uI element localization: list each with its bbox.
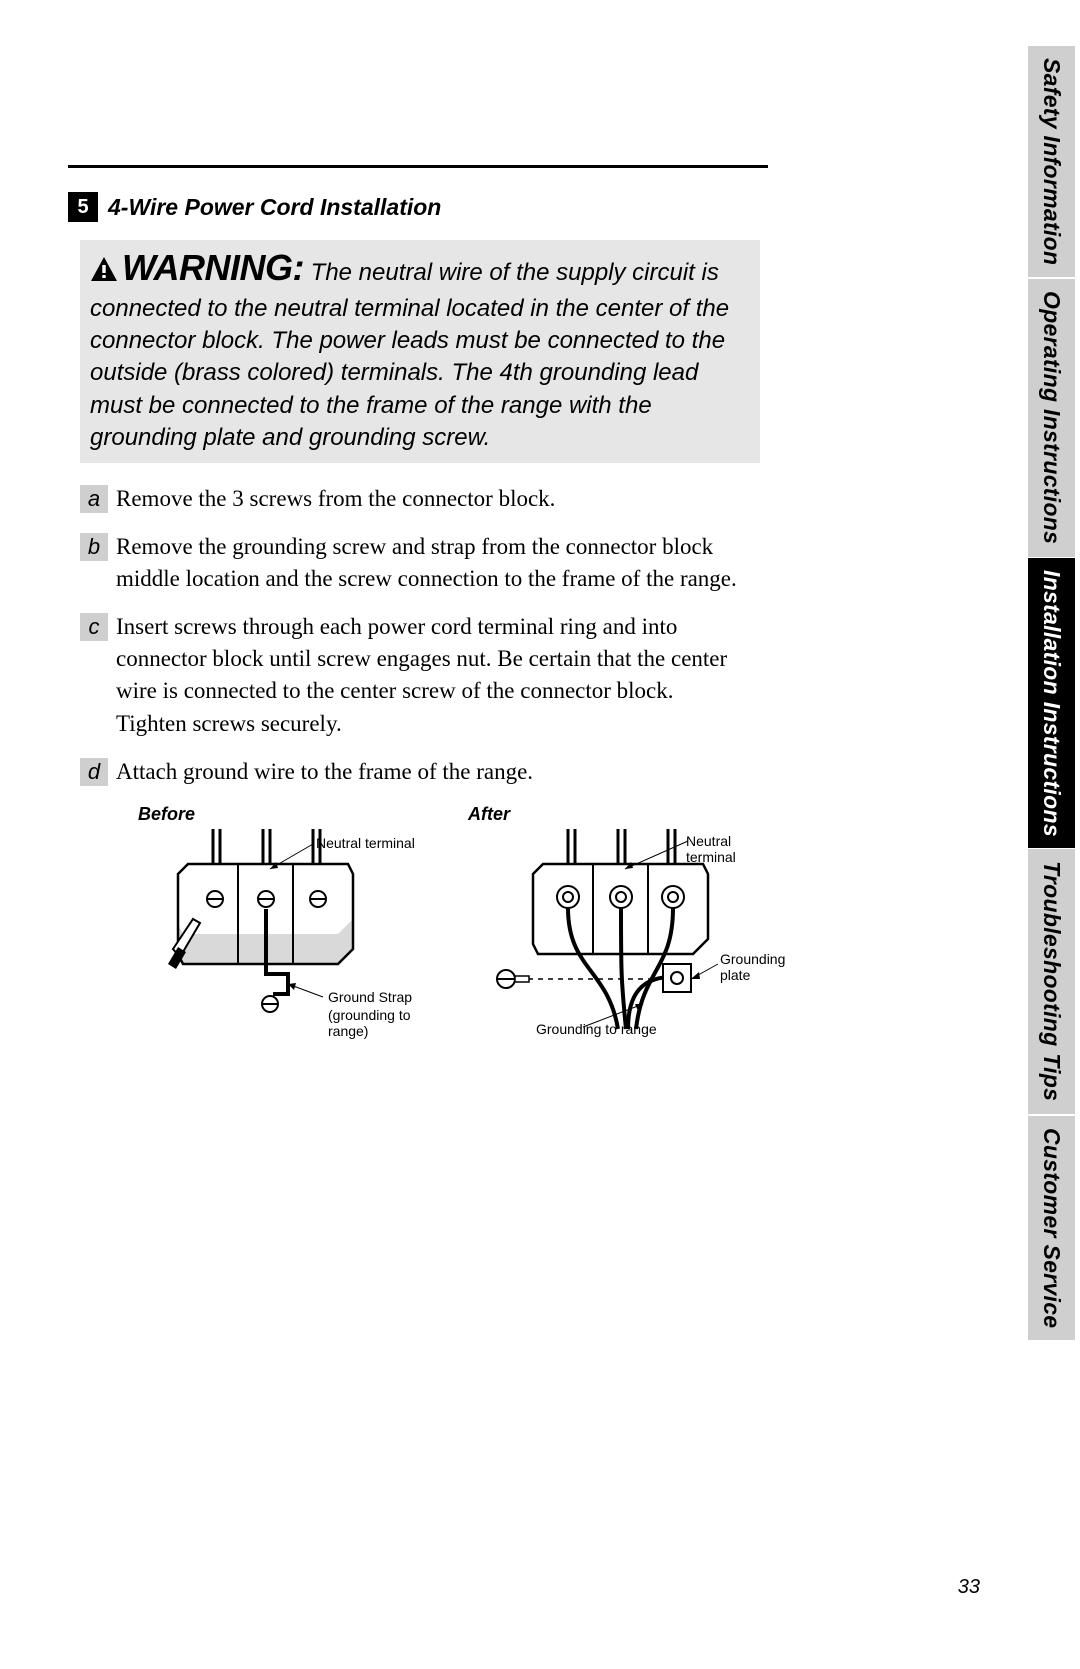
side-tabs: Safety Information Operating Instruction…: [1028, 45, 1080, 1341]
substep-letter: b: [80, 533, 108, 561]
diagram-row: Before: [138, 804, 848, 1054]
diagram-label: Neutral terminal: [686, 833, 768, 865]
substep-letter: a: [80, 485, 108, 513]
diagram-label: Grounding: [720, 951, 785, 967]
diagram-label: plate: [720, 967, 750, 983]
warning-label: WARNING:: [122, 247, 304, 288]
diagram-title: Before: [138, 804, 438, 825]
diagram-after: After: [468, 804, 768, 1054]
page-content: 5 4-Wire Power Cord Installation WARNING…: [68, 50, 848, 1054]
diagram-label: Neutral terminal: [316, 835, 415, 851]
substep-letter: c: [80, 613, 108, 641]
diagram-label: Ground Strap: [328, 989, 412, 1005]
substep-letter: d: [80, 758, 108, 786]
tab-installation[interactable]: Installation Instructions: [1028, 558, 1075, 849]
substep-item: d Attach ground wire to the frame of the…: [80, 756, 848, 788]
tab-operating[interactable]: Operating Instructions: [1028, 278, 1075, 557]
substep-item: a Remove the 3 screws from the connector…: [80, 483, 848, 515]
substep-list: a Remove the 3 screws from the connector…: [80, 483, 848, 789]
tab-safety[interactable]: Safety Information: [1028, 45, 1075, 278]
warning-triangle-icon: [90, 256, 118, 291]
diagram-title: After: [468, 804, 768, 825]
substep-text: Remove the grounding screw and strap fro…: [116, 531, 746, 595]
substep-item: c Insert screws through each power cord …: [80, 611, 848, 740]
horizontal-rule: [68, 165, 768, 168]
substep-text: Insert screws through each power cord te…: [116, 611, 746, 740]
page-number: 33: [958, 1576, 980, 1599]
step-title: 4-Wire Power Cord Installation: [108, 192, 441, 221]
step-number-badge: 5: [68, 192, 98, 222]
substep-item: b Remove the grounding screw and strap f…: [80, 531, 848, 595]
diagram-label: (grounding to range): [328, 1007, 438, 1039]
step-header: 5 4-Wire Power Cord Installation: [68, 192, 848, 222]
substep-text: Attach ground wire to the frame of the r…: [116, 756, 746, 788]
substep-text: Remove the 3 screws from the connector b…: [116, 483, 746, 515]
diagram-label: Grounding to range: [536, 1021, 657, 1037]
tab-customer[interactable]: Customer Service: [1028, 1115, 1075, 1341]
diagram-before: Before: [138, 804, 438, 1054]
tab-troubleshooting[interactable]: Troubleshooting Tips: [1028, 848, 1075, 1114]
warning-panel: WARNING: The neutral wire of the supply …: [80, 240, 760, 463]
